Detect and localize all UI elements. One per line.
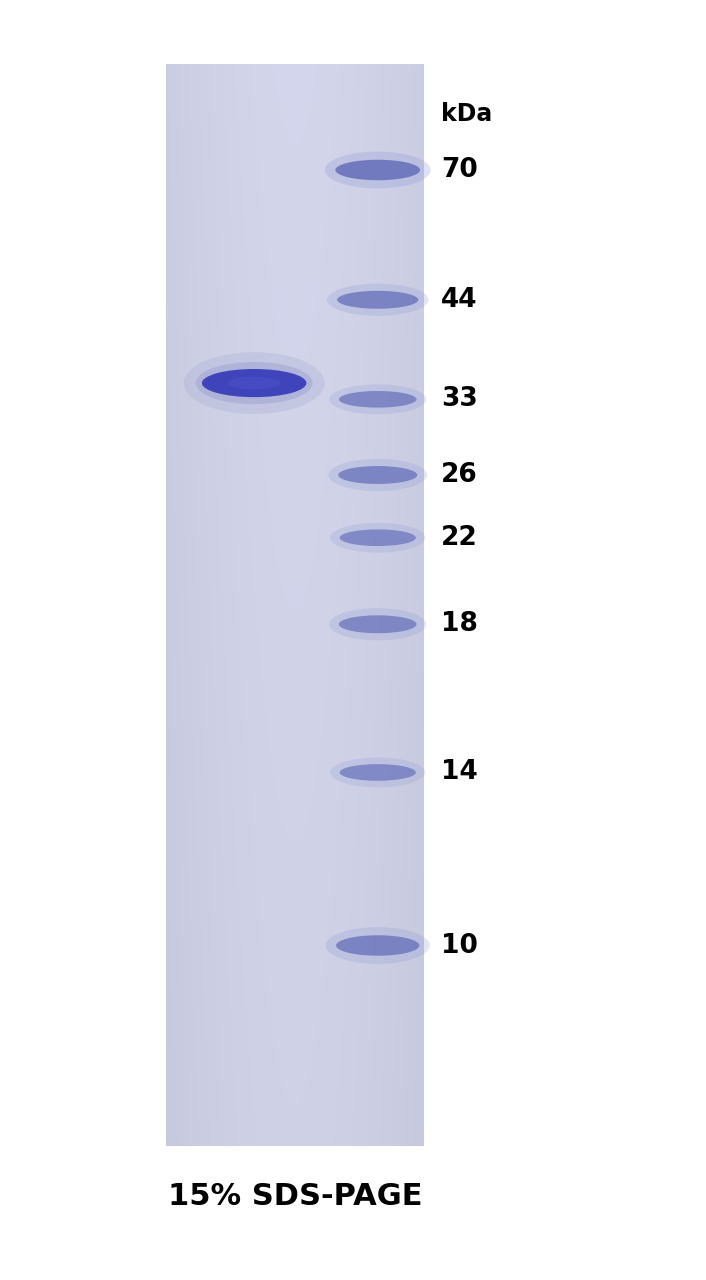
Ellipse shape — [325, 151, 431, 188]
Ellipse shape — [337, 291, 419, 308]
Ellipse shape — [335, 160, 420, 180]
Ellipse shape — [330, 758, 425, 787]
Text: 14: 14 — [441, 759, 478, 786]
Ellipse shape — [336, 936, 419, 956]
Text: 22: 22 — [441, 525, 478, 550]
Text: 33: 33 — [441, 387, 478, 412]
Ellipse shape — [329, 384, 426, 415]
Ellipse shape — [202, 369, 306, 397]
Ellipse shape — [327, 284, 429, 316]
Ellipse shape — [228, 376, 280, 389]
Text: 18: 18 — [441, 612, 478, 637]
Text: 26: 26 — [441, 462, 478, 488]
Ellipse shape — [329, 608, 426, 640]
Ellipse shape — [340, 764, 416, 781]
Ellipse shape — [338, 466, 417, 484]
Ellipse shape — [330, 522, 425, 553]
Ellipse shape — [339, 390, 417, 407]
Ellipse shape — [325, 927, 430, 964]
Text: 10: 10 — [441, 933, 478, 959]
Ellipse shape — [328, 458, 427, 492]
Ellipse shape — [340, 530, 416, 547]
Text: 70: 70 — [441, 157, 478, 183]
Ellipse shape — [184, 352, 325, 413]
Ellipse shape — [196, 362, 313, 404]
Ellipse shape — [339, 616, 417, 634]
Text: kDa: kDa — [441, 101, 493, 125]
Text: 15% SDS-PAGE: 15% SDS-PAGE — [167, 1183, 422, 1211]
Text: 44: 44 — [441, 287, 478, 312]
